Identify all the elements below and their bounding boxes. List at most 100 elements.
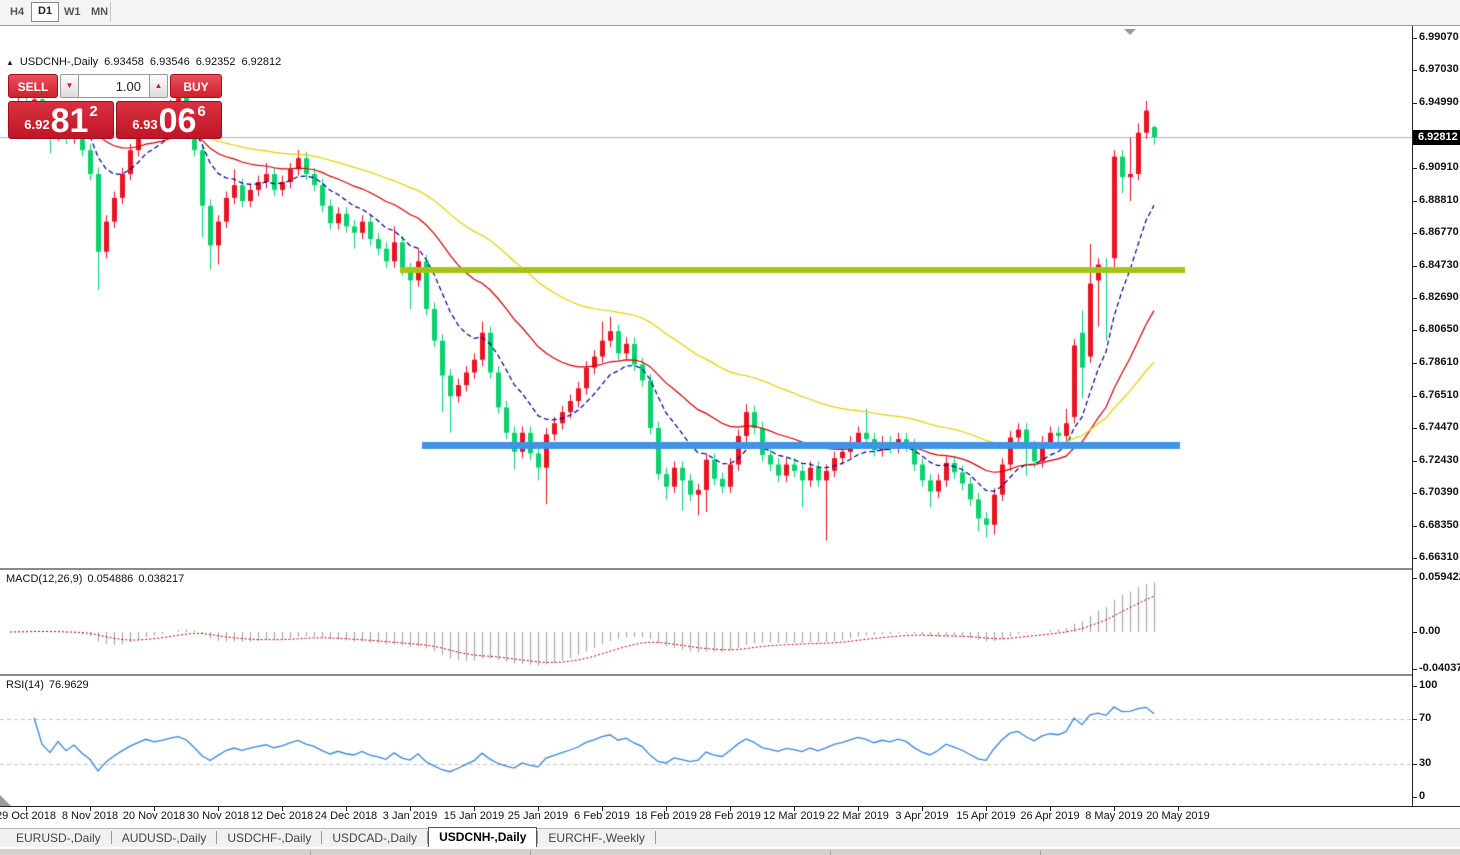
- price-axis-line: [1412, 26, 1413, 807]
- rsi-axis-tick: [1413, 797, 1417, 798]
- time-axis-tick: [666, 807, 667, 811]
- time-axis-label: 8 May 2019: [1085, 810, 1143, 822]
- collapse-panel-icon[interactable]: ▲: [6, 58, 14, 67]
- panel-divider[interactable]: [0, 568, 1460, 570]
- symbol-label: USDCNH-,Daily: [19, 56, 99, 68]
- current-price-tag: 6.92812: [1413, 130, 1460, 146]
- price-axis-label: 6.78610: [1419, 355, 1459, 368]
- volume-decrease-icon[interactable]: ▼: [60, 74, 79, 98]
- price-axis-tick: [1413, 330, 1417, 332]
- timeframe-toolbar: H4 D1 W1 MN: [0, 0, 1460, 26]
- volume-stepper: ▼ ▲: [60, 74, 168, 98]
- macd-indicator-panel[interactable]: MACD(12,26,9) 0.054886 0.038217: [0, 570, 1412, 674]
- buy-button[interactable]: BUY: [170, 74, 222, 98]
- chart-tab-usdchf[interactable]: USDCHF-,Daily: [227, 831, 312, 845]
- time-axis-label: 6 Feb 2019: [574, 810, 630, 822]
- macd-axis-label: 0.059422: [1419, 570, 1460, 583]
- buy-price-pips: 06: [158, 102, 197, 140]
- macd-canvas[interactable]: [0, 570, 1412, 674]
- status-bar-separator: [530, 850, 531, 855]
- status-bar-separator: [1040, 850, 1041, 855]
- time-axis-label: 3 Apr 2019: [895, 810, 949, 822]
- timeframe-button-mn[interactable]: MN: [91, 6, 109, 18]
- timeframe-button-d1[interactable]: D1: [31, 2, 60, 22]
- status-bar-separator: [310, 850, 311, 855]
- price-axis-label: 6.68350: [1419, 518, 1459, 531]
- sell-price-pips: 81: [50, 102, 89, 140]
- time-axis-tick: [922, 807, 923, 811]
- tab-separator: [427, 831, 429, 844]
- chart-tab-eurchf[interactable]: EURCHF-,Weekly: [548, 831, 645, 845]
- rsi-indicator-panel[interactable]: RSI(14) 76.9629: [0, 676, 1412, 806]
- macd-main-value: 0.054886: [87, 573, 134, 585]
- price-axis[interactable]: 6.99070 6.97030 6.94990 6.90910 6.88810 6.867…: [1413, 26, 1460, 806]
- price-axis-tick: [1413, 396, 1417, 398]
- time-axis-label: 15 Jan 2019: [443, 810, 505, 822]
- time-axis-line: [0, 806, 1460, 807]
- chart-tab-eurusd[interactable]: EURUSD-,Daily: [16, 831, 101, 845]
- toolbar-separator: [110, 2, 111, 22]
- price-axis-tick: [1413, 493, 1417, 495]
- candlestick-chart-canvas[interactable]: [0, 26, 1412, 568]
- macd-axis-tick: [1413, 668, 1417, 670]
- sell-button[interactable]: SELL: [8, 74, 58, 98]
- time-axis-tick: [1178, 807, 1179, 811]
- time-axis-label: 24 Dec 2018: [314, 810, 378, 822]
- price-axis-tick: [1413, 200, 1417, 202]
- time-axis-tick: [858, 807, 859, 811]
- buy-price-display[interactable]: 6.93 06 6: [116, 101, 222, 139]
- time-axis-label: 28 Feb 2019: [699, 810, 761, 822]
- time-axis-tick: [538, 807, 539, 811]
- rsi-canvas[interactable]: [0, 676, 1412, 806]
- time-axis-tick: [90, 807, 91, 811]
- time-axis-tick: [154, 807, 155, 811]
- time-axis-tick: [26, 807, 27, 811]
- chart-tab-audusd[interactable]: AUDUSD-,Daily: [121, 831, 207, 845]
- tab-separator: [321, 831, 323, 844]
- macd-header: MACD(12,26,9) 0.054886 0.038217: [6, 573, 189, 585]
- time-axis[interactable]: 29 Oct 2018 8 Nov 2018 20 Nov 2018 30 Nov 2…: [0, 807, 1460, 827]
- candlestick-chart-panel[interactable]: ▲ USDCNH-,Daily 6.93458 6.93546 6.92352 6.928…: [0, 26, 1412, 568]
- timeframe-button-w1[interactable]: W1: [64, 6, 81, 18]
- timeframe-button-h4[interactable]: H4: [10, 6, 25, 18]
- price-axis-label: 6.66310: [1419, 551, 1459, 563]
- time-axis-tick: [474, 807, 475, 811]
- price-axis-label: 6.90910: [1419, 160, 1459, 173]
- price-axis-tick: [1413, 558, 1417, 559]
- price-axis-label: 6.74470: [1419, 421, 1459, 434]
- macd-axis-tick: [1413, 632, 1417, 633]
- sell-price-display[interactable]: 6.92 81 2: [8, 101, 114, 139]
- price-axis-label: 6.86770: [1419, 226, 1459, 239]
- price-axis-tick: [1413, 38, 1417, 39]
- open-value: 6.93458: [104, 56, 144, 68]
- price-axis-tick: [1413, 460, 1417, 462]
- time-axis-label: 30 Nov 2018: [186, 810, 250, 822]
- macd-signal-value: 0.038217: [138, 573, 185, 585]
- price-axis-tick: [1413, 70, 1417, 72]
- panel-divider[interactable]: [0, 674, 1460, 676]
- time-axis-tick: [602, 807, 603, 811]
- tab-separator: [537, 831, 539, 844]
- price-axis-label: 6.97030: [1419, 63, 1459, 76]
- chart-tab-usdcnh[interactable]: USDCNH-,Daily: [428, 827, 538, 847]
- price-axis-tick: [1413, 525, 1417, 527]
- rsi-axis-label: 30: [1419, 756, 1432, 769]
- chart-tab-bar: EURUSD-,Daily AUDUSD-,Daily USDCHF-,Daily U…: [0, 827, 1460, 847]
- time-axis-label: 20 Nov 2018: [122, 810, 186, 822]
- rsi-axis-tick: [1413, 719, 1417, 721]
- close-value: 6.92812: [241, 56, 282, 68]
- time-axis-tick: [794, 807, 795, 811]
- time-axis-tick: [1114, 807, 1115, 811]
- scroll-to-end-marker-icon[interactable]: [1124, 29, 1136, 35]
- chart-tab-usdcad[interactable]: USDCAD-,Daily: [332, 831, 418, 845]
- rsi-value: 76.9629: [48, 679, 89, 691]
- volume-input[interactable]: [79, 74, 149, 98]
- price-axis-label: 6.72430: [1419, 453, 1459, 466]
- time-axis-label: 3 Jan 2019: [382, 810, 438, 822]
- volume-increase-icon[interactable]: ▲: [149, 74, 168, 98]
- price-axis-tick: [1413, 102, 1417, 104]
- subwindow-resize-grip[interactable]: [0, 795, 11, 806]
- time-axis-label: 25 Jan 2019: [507, 810, 569, 822]
